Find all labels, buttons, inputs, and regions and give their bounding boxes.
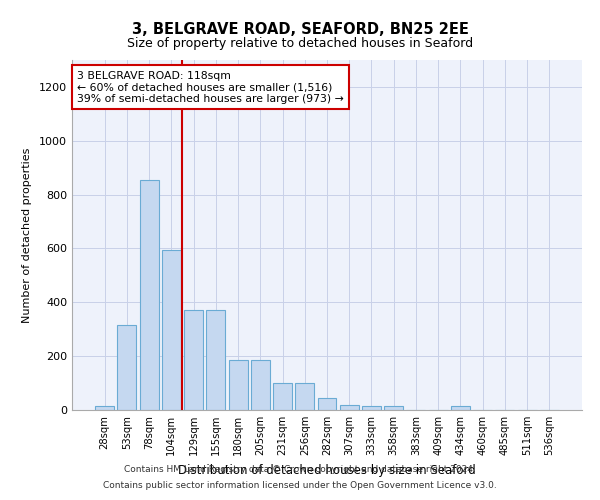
- Bar: [317, 398, 337, 410]
- Y-axis label: Number of detached properties: Number of detached properties: [22, 148, 32, 322]
- Bar: [184, 310, 203, 410]
- Bar: [251, 360, 270, 410]
- Text: 3, BELGRAVE ROAD, SEAFORD, BN25 2EE: 3, BELGRAVE ROAD, SEAFORD, BN25 2EE: [131, 22, 469, 38]
- X-axis label: Distribution of detached houses by size in Seaford: Distribution of detached houses by size …: [178, 464, 476, 476]
- Text: Size of property relative to detached houses in Seaford: Size of property relative to detached ho…: [127, 38, 473, 51]
- Bar: [162, 250, 181, 410]
- Text: Contains public sector information licensed under the Open Government Licence v3: Contains public sector information licen…: [103, 480, 497, 490]
- Bar: [118, 325, 136, 410]
- Bar: [273, 383, 292, 410]
- Bar: [140, 180, 158, 410]
- Bar: [229, 360, 248, 410]
- Text: 3 BELGRAVE ROAD: 118sqm
← 60% of detached houses are smaller (1,516)
39% of semi: 3 BELGRAVE ROAD: 118sqm ← 60% of detache…: [77, 70, 344, 104]
- Text: Contains HM Land Registry data © Crown copyright and database right 2024.: Contains HM Land Registry data © Crown c…: [124, 466, 476, 474]
- Bar: [206, 310, 225, 410]
- Bar: [362, 406, 381, 410]
- Bar: [95, 406, 114, 410]
- Bar: [451, 406, 470, 410]
- Bar: [295, 383, 314, 410]
- Bar: [340, 404, 359, 410]
- Bar: [384, 406, 403, 410]
